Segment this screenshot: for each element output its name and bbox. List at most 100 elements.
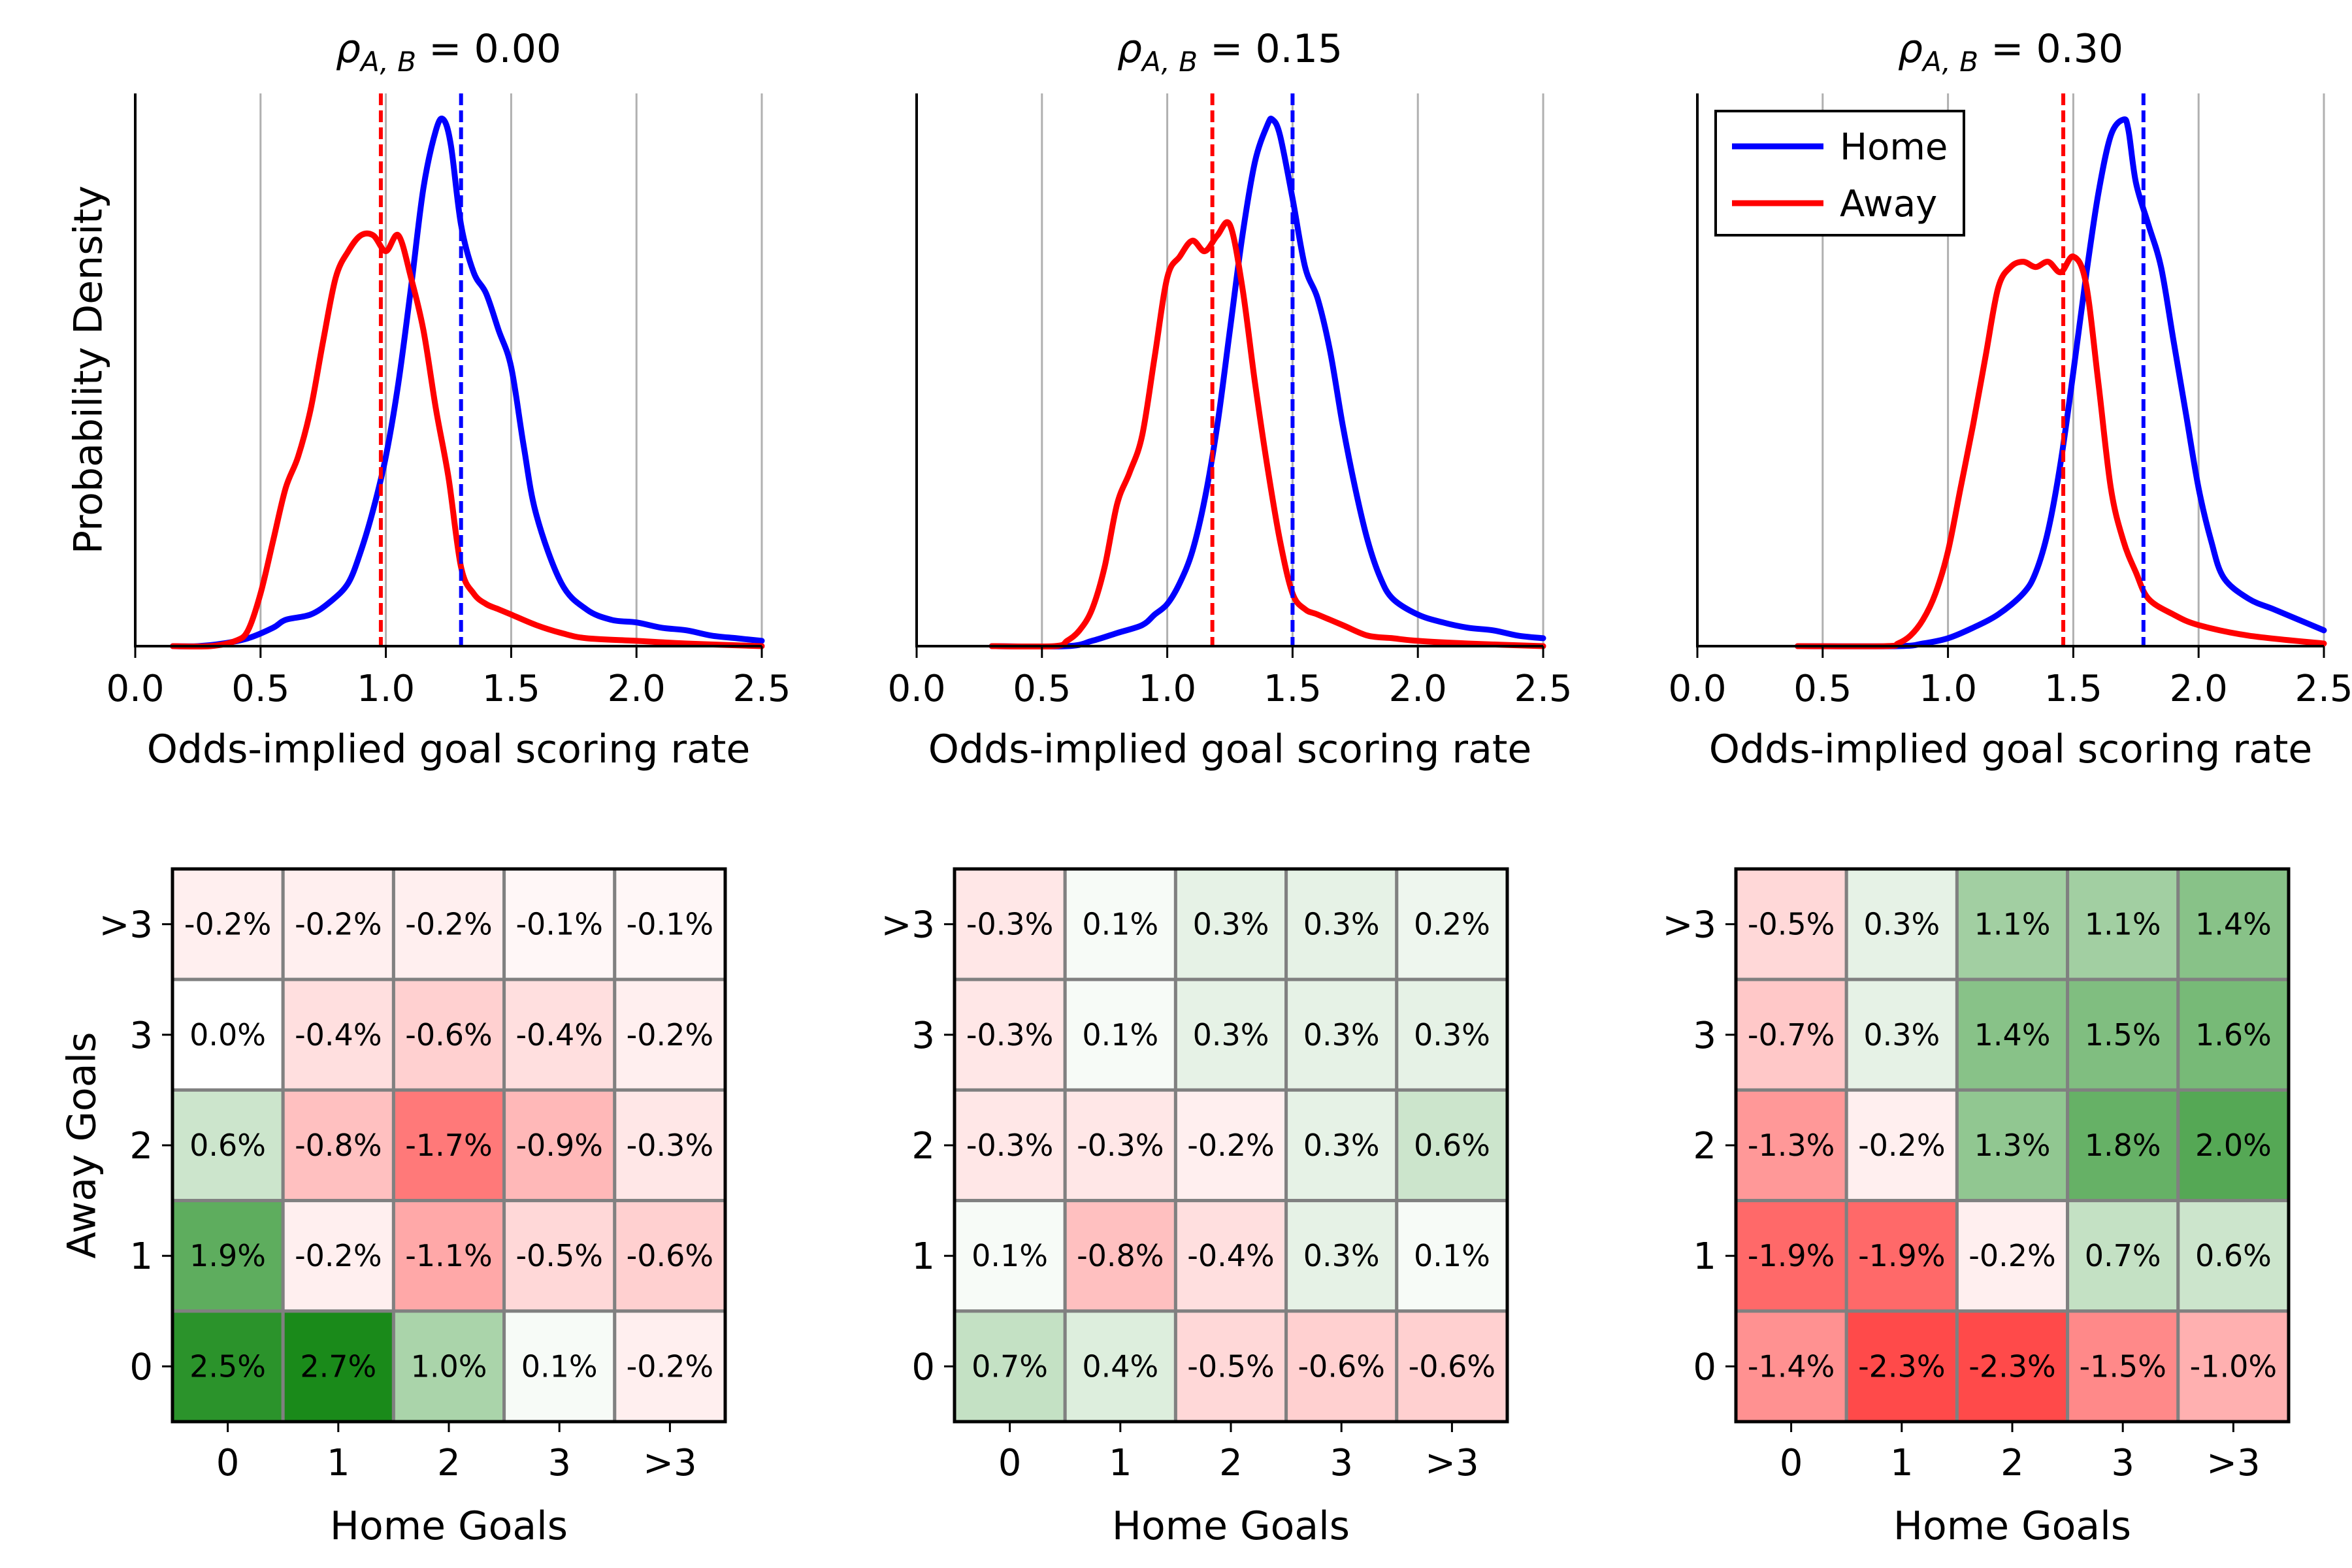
- cell-value-label: -0.9%: [515, 1128, 602, 1163]
- x-tick-label: 2.5: [2295, 668, 2352, 710]
- heatmap-cell: [1955, 1309, 2070, 1424]
- cell-value-label: -2.3%: [1968, 1348, 2055, 1384]
- x-tick-label: 1.0: [1138, 668, 1196, 710]
- heatmap-cell: [1395, 977, 1509, 1092]
- chart-title: ρA, B = 0.00: [336, 26, 561, 78]
- x-tick-label: 0.5: [231, 668, 289, 710]
- cell-value-label: 1.9%: [189, 1238, 266, 1273]
- cell-value-label: 0.3%: [1414, 1017, 1490, 1053]
- cell-value-label: 1.5%: [2085, 1017, 2161, 1053]
- cell-value-label: 1.1%: [1974, 907, 2051, 942]
- cell-value-label: 0.6%: [189, 1128, 266, 1163]
- cell-value-label: 0.2%: [1414, 907, 1490, 942]
- cell-value-label: 2.5%: [189, 1348, 266, 1384]
- heatmap-cell: [1173, 1088, 1288, 1203]
- cell-value-label: -1.1%: [405, 1238, 492, 1273]
- heatmap-cell: [1734, 1309, 1848, 1424]
- cell-value-label: 0.4%: [1082, 1348, 1158, 1384]
- heatmap-cell: [281, 1309, 395, 1424]
- x-axis-label: Home Goals: [1893, 1503, 2131, 1549]
- heatmap-cell: [2176, 1199, 2291, 1313]
- x-tick-label: 1.0: [1919, 668, 1977, 710]
- title-value: = 0.00: [416, 26, 561, 72]
- title-value: = 0.30: [1978, 26, 2123, 72]
- heatmap-cell: [2176, 867, 2291, 981]
- x-axis-label: Odds-implied goal scoring rate: [928, 727, 1532, 772]
- legend-frame: [1714, 110, 1965, 237]
- heatmap-cell: [2066, 977, 2180, 1092]
- cell-value-label: -0.4%: [515, 1017, 602, 1053]
- cell-value-label: -0.7%: [1748, 1017, 1835, 1053]
- heatmap-cell: [171, 977, 285, 1092]
- heatmap-cell: [1173, 1309, 1288, 1424]
- cell-value-label: -1.9%: [1748, 1238, 1835, 1273]
- series-line-home: [170, 116, 765, 649]
- title-symbol: ρ: [336, 26, 361, 72]
- cell-value-label: -0.3%: [966, 907, 1053, 942]
- cell-value-label: -0.2%: [295, 1238, 382, 1273]
- cell-value-label: -0.6%: [1409, 1348, 1495, 1384]
- cell-value-label: -0.5%: [515, 1238, 602, 1273]
- x-tick-label: 1.5: [1264, 668, 1322, 710]
- cell-value-label: 1.4%: [2195, 907, 2272, 942]
- cell-value-label: 0.3%: [1863, 1017, 1940, 1053]
- series-line-home: [1794, 116, 2327, 649]
- heatmap-cell: [1955, 1088, 2070, 1203]
- cell-value-label: -0.2%: [627, 1017, 713, 1053]
- cell-value-label: -0.1%: [515, 907, 602, 942]
- heatmap-cell: [1844, 977, 1959, 1092]
- heatmap-cell: [953, 977, 1067, 1092]
- title-symbol: ρ: [1898, 26, 1923, 72]
- legend-label-home: Home: [1840, 126, 1948, 169]
- x-tick-label: 2.0: [2170, 668, 2228, 710]
- cell-value-label: 0.1%: [521, 1348, 598, 1384]
- y-axis-label: Away Goals: [59, 1032, 105, 1259]
- cell-value-label: 2.0%: [2195, 1128, 2272, 1163]
- heatmap-cell: [281, 977, 395, 1092]
- density-panel-1: 0.0 0.5 1.0 1.5 2.0 2.5 Odds-implied goal scor…: [66, 26, 791, 772]
- y-tick-label: >3: [1662, 904, 1716, 947]
- y-tick-label: 2: [911, 1125, 935, 1168]
- heatmap-cell: [1173, 977, 1288, 1092]
- cell-value-label: 1.8%: [2085, 1128, 2161, 1163]
- series-line-away: [988, 219, 1546, 650]
- heatmap-cell: [391, 1309, 506, 1424]
- x-tick-label: 0.5: [1793, 668, 1852, 710]
- x-tick-label: >3: [2206, 1442, 2261, 1484]
- title-value: = 0.15: [1198, 26, 1343, 72]
- legend-label-away: Away: [1840, 183, 1937, 225]
- heatmap-cell: [1063, 1309, 1177, 1424]
- cell-value-label: 0.0%: [189, 1017, 266, 1053]
- heatmap-cell: [502, 1088, 617, 1203]
- cell-value-label: -0.2%: [627, 1348, 713, 1384]
- cell-value-label: -1.3%: [1748, 1128, 1835, 1163]
- x-tick-label: 3: [2111, 1442, 2134, 1484]
- cell-value-label: -0.8%: [295, 1128, 382, 1163]
- cell-value-label: -0.2%: [405, 907, 492, 942]
- title-subscript: A, B: [1140, 46, 1198, 78]
- x-tick-label: 1.5: [2044, 668, 2102, 710]
- heatmap-cell: [1395, 1088, 1509, 1203]
- heatmap-cell: [2176, 977, 2291, 1092]
- x-tick-label: 1: [1890, 1442, 1914, 1484]
- cell-value-label: -0.4%: [295, 1017, 382, 1053]
- y-tick-label: 0: [1693, 1346, 1716, 1388]
- y-tick-label: 3: [1693, 1015, 1716, 1057]
- density-panel-3: 0.0 0.5 1.0 1.5 2.0 2.5 Odds-implied goal scor…: [1668, 26, 2352, 772]
- x-tick-label: 0.0: [1668, 668, 1726, 710]
- x-tick-label: 2.0: [608, 668, 666, 710]
- y-tick-label: 2: [1693, 1125, 1716, 1168]
- cell-value-label: 1.1%: [2085, 907, 2161, 942]
- cell-value-label: 0.3%: [1303, 1128, 1380, 1163]
- heatmap-panel-2: -0.3% 0.1% 0.3% 0.3% 0.2% -0.3% 0.1% 0.3% 0.3% 0.…: [881, 867, 1509, 1549]
- heatmap-panel-1: -0.2% -0.2% -0.2% -0.1% -0.1%0.0% -0.4% -0.6% -…: [59, 867, 727, 1549]
- x-tick-label: 2.5: [732, 668, 791, 710]
- cell-value-label: -0.3%: [1077, 1128, 1164, 1163]
- y-tick-label: 1: [911, 1235, 935, 1278]
- x-tick-label: 0: [998, 1442, 1022, 1484]
- cell-value-label: 0.3%: [1863, 907, 1940, 942]
- cell-value-label: -2.3%: [1858, 1348, 1945, 1384]
- x-tick-label: 0: [216, 1442, 240, 1484]
- heatmap-cell: [281, 1199, 395, 1313]
- heatmap-cell: [1734, 1088, 1848, 1203]
